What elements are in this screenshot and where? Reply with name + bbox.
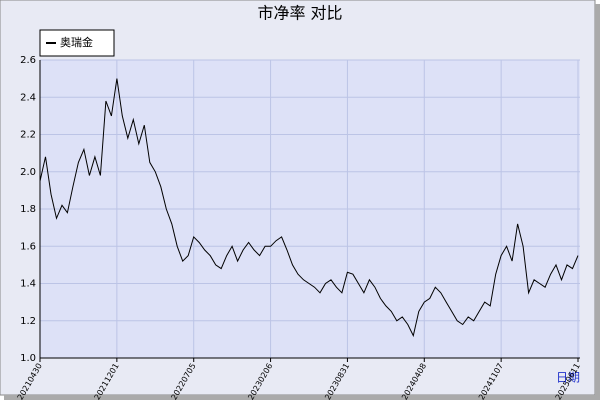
- y-tick-label: 1.4: [20, 279, 36, 290]
- y-tick-label: 1.8: [20, 204, 36, 215]
- y-tick-label: 2.0: [20, 167, 36, 178]
- y-tick-label: 2.4: [20, 92, 36, 103]
- legend-label: 奥瑞金: [60, 35, 93, 49]
- shadow: [595, 4, 600, 400]
- y-tick-label: 1.2: [20, 316, 36, 327]
- y-tick-label: 1.6: [20, 241, 36, 252]
- line: [39, 78, 579, 338]
- y-tick-label: 1.0: [20, 353, 36, 364]
- y-tick-label: 2.2: [20, 130, 36, 141]
- y-tick-label: 2.6: [20, 55, 36, 66]
- shadow: [4, 395, 600, 400]
- chart-title: 市净率 对比: [257, 4, 342, 23]
- x-axis-label: 日期: [556, 371, 580, 385]
